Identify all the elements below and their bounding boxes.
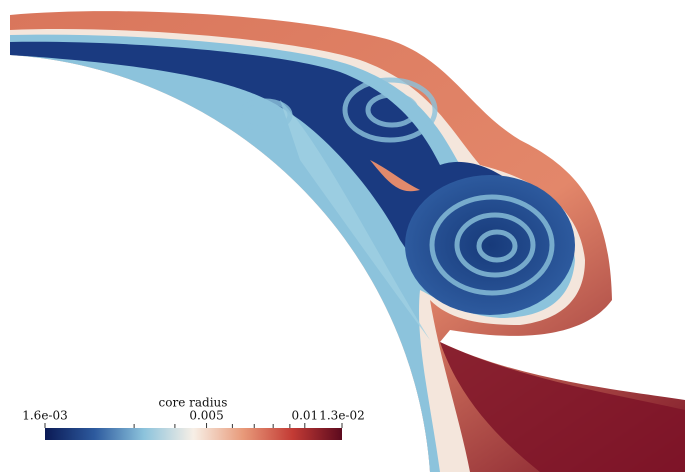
colorbar-bar — [45, 428, 342, 440]
tick-label: 0.005 — [189, 409, 223, 423]
tick-label: 1.6e-03 — [22, 409, 68, 423]
tick-label: 1.3e-02 — [319, 409, 365, 423]
tick-label: 0.01 — [291, 409, 318, 423]
colorbar-label: core radius — [159, 396, 228, 410]
chart: core radius 1.6e-03 0.005 0.011.3e-02 — [0, 0, 685, 472]
flow-field — [10, 11, 685, 472]
